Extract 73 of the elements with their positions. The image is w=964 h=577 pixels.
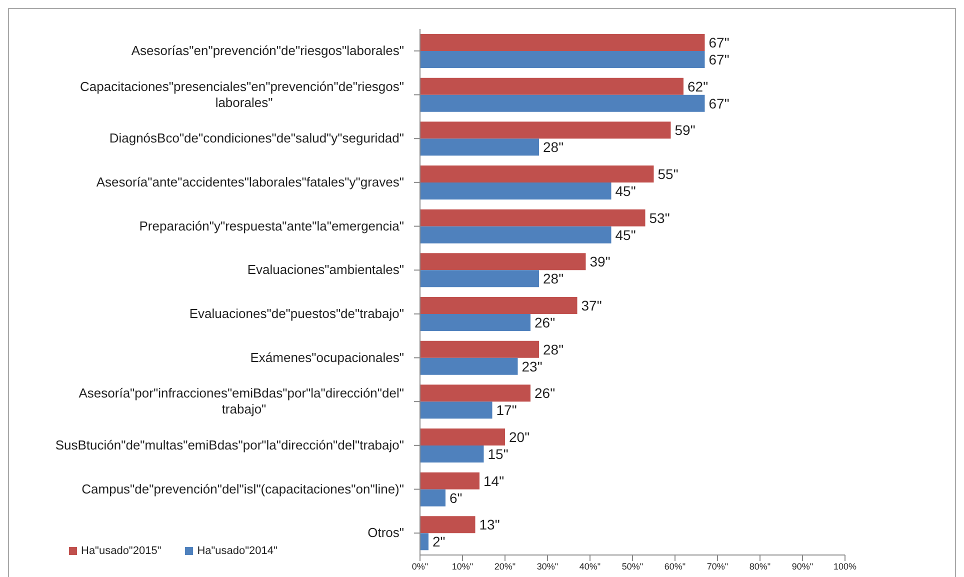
y-tick-label: DiagnósBco"de"condiciones"de"salud"y"seguridad" [109,130,404,146]
x-tick-label: 90%" [792,561,814,572]
bar [420,166,654,182]
data-label: 2" [432,534,446,550]
data-label: 28" [543,270,564,287]
bar [420,340,539,358]
bar [420,226,612,244]
y-tick-label: Campus"de"prevención"del"isl"(capacitaciones"on"line)" [82,481,404,496]
bar [420,253,586,270]
bar [420,472,480,490]
y-tick-label: SusBtución"de"multas"emiBdas"por"la"dirección"del"trabajo" [55,437,404,452]
data-label: 55" [658,166,678,182]
bar [420,516,476,534]
bar [420,51,705,68]
data-label: 67" [708,52,730,68]
legend-label: Ha"usado"2015" [80,545,162,557]
y-tick-label: Asesoría"ante"accidentes"laborales"fatales"y"graves" [96,174,404,190]
data-label: 45" [615,226,636,243]
x-tick-label: 10%" [452,561,474,572]
data-label: 53" [649,210,670,226]
data-label: 67" [708,34,730,50]
data-label: 6" [450,490,462,506]
bar [420,358,518,375]
data-label: 26" [534,314,556,330]
y-tick-label: Evaluaciones"ambientales" [247,262,404,278]
x-tick-label: 0%" [412,561,428,572]
bar [420,78,684,95]
data-label: 28" [543,341,564,358]
data-label: 28" [543,139,564,156]
y-tick-label: Evaluaciones"de"puestos"de"trabajo" [189,306,404,321]
data-label: 23" [522,358,542,374]
data-label: 14" [484,472,504,489]
bar [420,297,578,314]
legend-label: Ha"usado"2014" [196,545,278,557]
bar [420,209,646,226]
bar [420,94,705,112]
x-tick-label: 30%" [536,561,558,572]
data-label: 59" [674,122,696,138]
bar [420,314,530,331]
x-tick-label: 60%" [664,561,686,572]
y-tick-label: Exámenes"ocupacionales" [250,350,404,365]
bar [420,138,539,156]
bar [420,182,612,200]
bar [420,34,705,51]
data-label: 62" [688,78,708,94]
x-tick-label: 20%" [494,561,516,572]
bar [420,402,492,419]
y-tick-label: Otros" [368,525,404,540]
bar [420,428,505,446]
x-tick-label: 70%" [706,561,728,572]
y-tick-label: Asesorías"en"prevención"de"riesgos"laborales" [131,42,404,58]
bar [420,122,671,139]
bar [420,270,539,288]
data-label: 39" [590,254,610,270]
x-tick-label: 100% [833,561,857,572]
bar [420,489,446,506]
bar [420,384,530,402]
x-tick-label: 50%" [622,561,644,572]
data-label: 15" [488,446,508,462]
data-label: 17" [496,402,517,418]
y-tick-label: Asesoría"por"infracciones"emiBdas"por"la"dirección"del"trabajo" [78,386,404,417]
data-label: 37" [581,298,602,314]
data-label: 45" [615,183,636,199]
x-tick-label: 40%" [579,561,601,572]
y-tick-label: Preparación"y"respuesta"ante"la"emergencia" [139,218,404,234]
data-label: 26" [534,385,556,402]
y-tick-label: Capacitaciones"presenciales"en"prevención"de"riesgos"laborales" [80,78,404,110]
bar [420,533,428,550]
x-tick-label: 80%" [749,561,771,572]
data-label: 13" [479,516,500,533]
data-label: 20" [509,429,530,445]
data-label: 67" [708,95,730,112]
bar [420,446,484,462]
